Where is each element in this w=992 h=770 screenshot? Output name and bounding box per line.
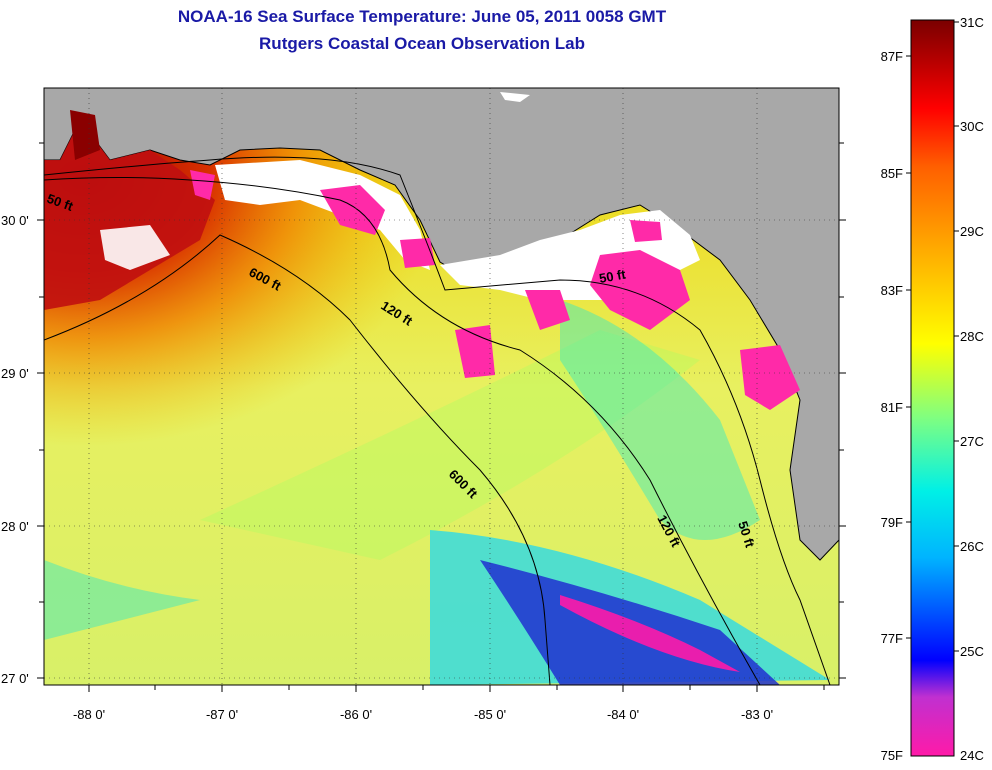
- colorbar-fahrenheit-label: 83F: [881, 283, 903, 298]
- colorbar-celsius-label: 29C: [960, 224, 984, 239]
- colorbar-fahrenheit-label: 79F: [881, 515, 903, 530]
- colorbar-fahrenheit-label: 85F: [881, 166, 903, 181]
- contour-600ft: [44, 234, 551, 685]
- lat-tick-label: 29 0': [1, 366, 29, 381]
- map-frame: [43, 87, 840, 686]
- warm-coastal-water: [44, 120, 215, 310]
- cyan-patch-east: [560, 300, 760, 540]
- colorbar-celsius-label: 30C: [960, 119, 984, 134]
- colorbar-celsius-label: 28C: [960, 329, 984, 344]
- colorbar: 31C 30C 29C 28C 27C 26C 25C 24C 87F 85F …: [881, 15, 984, 763]
- cyan-west-patch: [44, 560, 200, 640]
- colorbar-fahrenheit-label: 75F: [881, 748, 903, 763]
- magenta-artifact-3: [630, 220, 662, 242]
- contour-label-50ft-upper: 50 ft: [598, 266, 628, 286]
- lon-tick-label: -87 0': [206, 707, 238, 722]
- contour-50ft: [44, 156, 831, 685]
- colorbar-fahrenheit-label: 87F: [881, 49, 903, 64]
- magenta-artifact-2: [590, 250, 690, 330]
- colorbar-celsius-label: 31C: [960, 15, 984, 30]
- cool-band: [200, 330, 700, 560]
- map-panel: 50 ft 600 ft 120 ft 50 ft 600 ft 120 ft …: [44, 88, 839, 685]
- lat-tick-label: 28 0': [1, 519, 29, 534]
- magenta-artifact-1: [320, 185, 385, 235]
- lat-tick-label: 27 0': [1, 671, 29, 686]
- lon-tick-label: -85 0': [474, 707, 506, 722]
- land-mass: [44, 88, 839, 560]
- colorbar-gradient: [910, 19, 955, 757]
- lon-tick-label: -88 0': [73, 707, 105, 722]
- figure-title: NOAA-16 Sea Surface Temperature: June 05…: [178, 7, 667, 26]
- figure-subtitle: Rutgers Coastal Ocean Observation Lab: [259, 34, 585, 53]
- colorbar-celsius-label: 24C: [960, 748, 984, 763]
- lon-tick-label: -84 0': [607, 707, 639, 722]
- colorbar-celsius-label: 26C: [960, 539, 984, 554]
- magenta-cold-core: [560, 595, 740, 672]
- lon-tick-label: -86 0': [340, 707, 372, 722]
- axis-ticks: [37, 142, 846, 692]
- contour-120ft: [44, 177, 761, 685]
- colorbar-celsius-label: 25C: [960, 644, 984, 659]
- magenta-artifact-4: [740, 345, 800, 410]
- colorbar-fahrenheit-label: 77F: [881, 631, 903, 646]
- colorbar-celsius-label: 27C: [960, 434, 984, 449]
- lon-tick-label: -83 0': [741, 707, 773, 722]
- colorbar-fahrenheit-label: 81F: [881, 400, 903, 415]
- lat-tick-label: 30 0': [1, 213, 29, 228]
